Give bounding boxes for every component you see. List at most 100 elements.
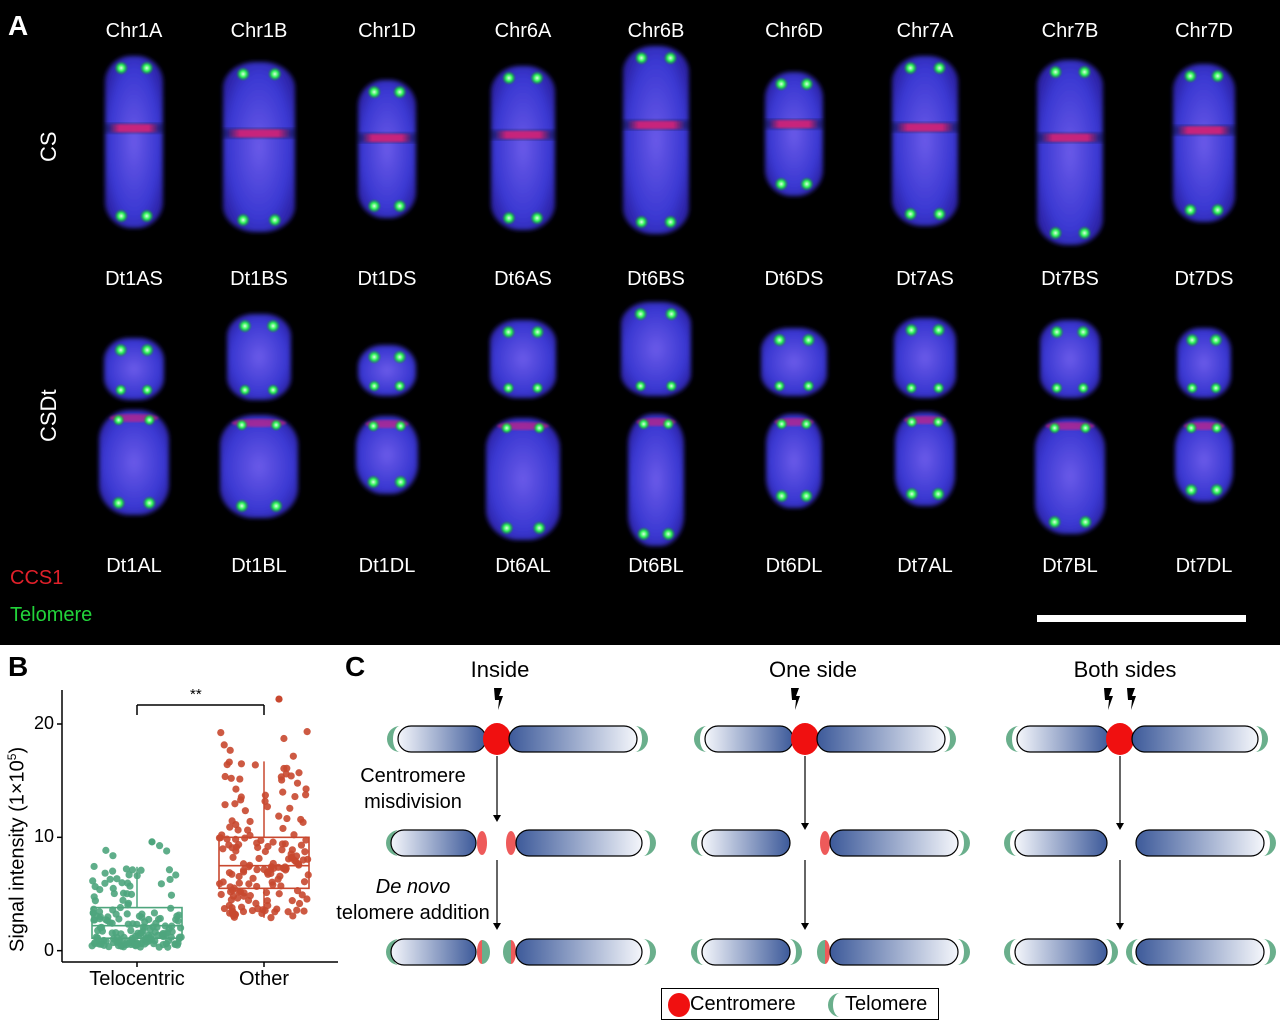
legend-ccs1: CCS1 <box>10 567 64 589</box>
arm-left <box>701 829 791 857</box>
chromosomes-chr6d: Chr6D <box>765 20 823 42</box>
step-misdivision-label: misdivision <box>364 791 462 813</box>
scale-bar <box>1037 615 1246 622</box>
telomere-cap <box>1105 939 1118 965</box>
telomere-cap <box>1255 726 1268 752</box>
telomere-cap <box>1126 939 1139 965</box>
centromere <box>1106 723 1134 755</box>
telomere-cap <box>1006 726 1019 752</box>
break-bolt <box>791 688 800 710</box>
ditelo_short-dt1ds: Dt1DS <box>357 268 417 290</box>
half-centromere <box>820 831 830 855</box>
arm-right <box>515 829 643 857</box>
ditelo_long-dt7bl: Dt7BL <box>1042 555 1098 577</box>
centromere <box>791 723 819 755</box>
chromosome-chr1a <box>103 56 165 228</box>
break-bolt <box>494 688 503 710</box>
ditelo_short-dt6ds: Dt6DS <box>764 268 824 290</box>
y-tick-label-20: 20 <box>33 713 54 733</box>
diagram-legend: Centromere Telomere <box>661 988 939 1020</box>
ditelosome-pair-3 <box>356 345 418 494</box>
arm-left <box>1014 829 1108 857</box>
arm-right <box>1135 938 1265 966</box>
chromosome-chr6a <box>489 66 557 230</box>
column-one-side: One side <box>768 657 858 682</box>
ditelo_long-dt1bl: Dt1BL <box>231 555 287 577</box>
csdt-ditelosome-row <box>99 302 1233 546</box>
legend-centromere: Centromere <box>690 993 796 1015</box>
chromosome-chr1b <box>221 62 297 232</box>
ditelosome-pair-9 <box>1175 328 1233 502</box>
arm-left <box>701 938 791 966</box>
ditelosome-pair-2 <box>220 314 298 518</box>
arrow-head <box>493 923 501 930</box>
cs-chromosome-row <box>103 46 1237 245</box>
ditelo_long-dt1dl: Dt1DL <box>358 555 416 577</box>
telomere-cap <box>957 830 970 856</box>
chromosome-chr6d <box>763 72 825 196</box>
ditelo_short-dt6as: Dt6AS <box>494 268 552 290</box>
ditelosome-pair-6 <box>761 328 827 508</box>
ditelo_long-dt6dl: Dt6DL <box>765 555 823 577</box>
ditelo_short-dt1bs: Dt1BS <box>230 268 288 290</box>
ditelosome-pair-5 <box>621 302 691 546</box>
telomere-cap <box>694 726 707 752</box>
ditelo_long-dt1al: Dt1AL <box>106 555 162 577</box>
ditelosome-pair-1 <box>99 338 169 515</box>
chromosomes-chr1d: Chr1D <box>358 20 416 42</box>
panel-a-micrograph: A CS CSDt Chr1A Chr1B Chr1D Chr6A Chr6B Chr6D… <box>0 0 1280 645</box>
break-bolt <box>1104 688 1113 710</box>
ditelo_short-dt7as: Dt7AS <box>896 268 954 290</box>
arm-left <box>1014 938 1108 966</box>
arm-right <box>515 938 643 966</box>
x-tick-label-other: Other <box>238 968 290 990</box>
telomere-cap <box>386 830 399 856</box>
chromosome-chr1d <box>356 80 418 218</box>
y-tick-label-0: 0 <box>43 939 54 960</box>
chromosome-chr7d <box>1171 64 1237 222</box>
column-inside: Inside <box>470 657 530 682</box>
ditelo_long-dt6al: Dt6AL <box>495 555 551 577</box>
telomere-cap <box>691 830 704 856</box>
ditelo_short-dt7ds: Dt7DS <box>1174 268 1234 290</box>
chromosomes-chr6a: Chr6A <box>494 20 552 42</box>
chromosomes-chr7a: Chr7A <box>896 20 954 42</box>
telomere-cap <box>635 726 648 752</box>
arm-right <box>508 725 638 753</box>
ditelosome-pair-8 <box>1035 320 1105 534</box>
arm-left <box>390 829 477 857</box>
y-tick-label-10: 10 <box>33 826 54 847</box>
chromosomes-chr1b: Chr1B <box>230 20 288 42</box>
half-centromere <box>506 831 516 855</box>
step-denovo-label: De novo <box>375 876 451 898</box>
ditelo_short-dt1as: Dt1AS <box>105 268 163 290</box>
arm-left <box>397 725 487 753</box>
half-centromere <box>477 831 487 855</box>
arrow-head <box>801 923 809 930</box>
telomere-cap <box>789 939 802 965</box>
arrow-head <box>493 815 501 822</box>
chromosome-chr7a <box>890 56 960 226</box>
telomere-cap <box>643 939 656 965</box>
panel-a-letter: A <box>8 10 29 41</box>
ditelo_long-dt7dl: Dt7DL <box>1175 555 1233 577</box>
chromosomes-chr6b: Chr6B <box>627 20 685 42</box>
fish-micrograph <box>99 46 1246 622</box>
significance-stars: ** <box>190 686 202 703</box>
ditelo_short-dt6bs: Dt6BS <box>627 268 685 290</box>
panel-b-letter: B <box>8 651 29 682</box>
x-tick-label-telocentric: Telocentric <box>89 968 185 990</box>
step-centromere-label: Centromere <box>360 765 466 787</box>
arm-right <box>1131 725 1259 753</box>
telomere-cap <box>943 726 956 752</box>
ditelo_short-dt7bs: Dt7BS <box>1041 268 1099 290</box>
centromere <box>483 723 511 755</box>
ditelosome-pair-7 <box>894 318 956 506</box>
telomere-cap <box>643 830 656 856</box>
chromosome-chr7b <box>1035 60 1105 245</box>
telomere-cap <box>1004 939 1017 965</box>
telomere-cap <box>1263 830 1276 856</box>
step-telomere-addition-label: telomere addition <box>336 902 490 924</box>
chromosomes-chr7d: Chr7D <box>1175 20 1233 42</box>
